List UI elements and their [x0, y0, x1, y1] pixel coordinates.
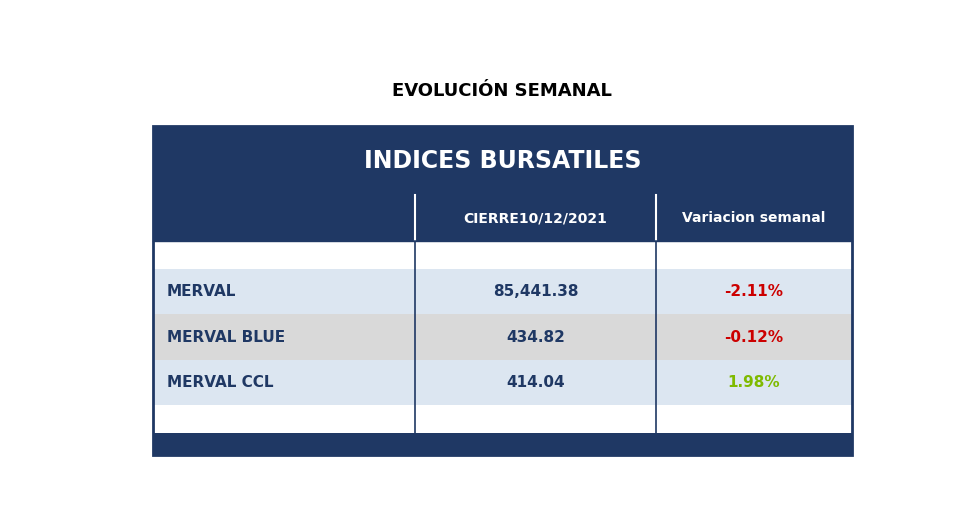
Bar [656, 405, 852, 433]
Bar [153, 360, 415, 405]
Bar [415, 405, 656, 433]
Bar [656, 360, 852, 405]
Text: 414.04: 414.04 [506, 375, 564, 390]
Text: EVOLUCIÓN SEMANAL: EVOLUCIÓN SEMANAL [392, 82, 612, 100]
Text: 85,441.38: 85,441.38 [493, 284, 578, 299]
Text: 1.98%: 1.98% [727, 375, 780, 390]
Bar [415, 241, 656, 269]
Bar [153, 241, 415, 269]
Text: -0.12%: -0.12% [724, 329, 783, 345]
Text: CIERRE10/12/2021: CIERRE10/12/2021 [464, 211, 608, 225]
Text: MERVAL BLUE: MERVAL BLUE [167, 329, 284, 345]
Bar [153, 314, 415, 360]
Bar [415, 314, 656, 360]
Text: INDICES BURSATILES: INDICES BURSATILES [364, 149, 641, 173]
Bar [415, 360, 656, 405]
Bar [656, 241, 852, 269]
Bar [153, 126, 852, 455]
Bar [153, 433, 852, 455]
Bar [415, 269, 656, 314]
Text: Variacion semanal: Variacion semanal [682, 211, 825, 225]
Text: MERVAL: MERVAL [167, 284, 236, 299]
Bar [153, 269, 415, 314]
Bar [153, 126, 852, 196]
Text: MERVAL CCL: MERVAL CCL [167, 375, 273, 390]
Text: 434.82: 434.82 [506, 329, 564, 345]
Bar [153, 405, 415, 433]
Bar [153, 196, 852, 241]
Bar [656, 269, 852, 314]
Text: -2.11%: -2.11% [724, 284, 783, 299]
Bar [656, 314, 852, 360]
